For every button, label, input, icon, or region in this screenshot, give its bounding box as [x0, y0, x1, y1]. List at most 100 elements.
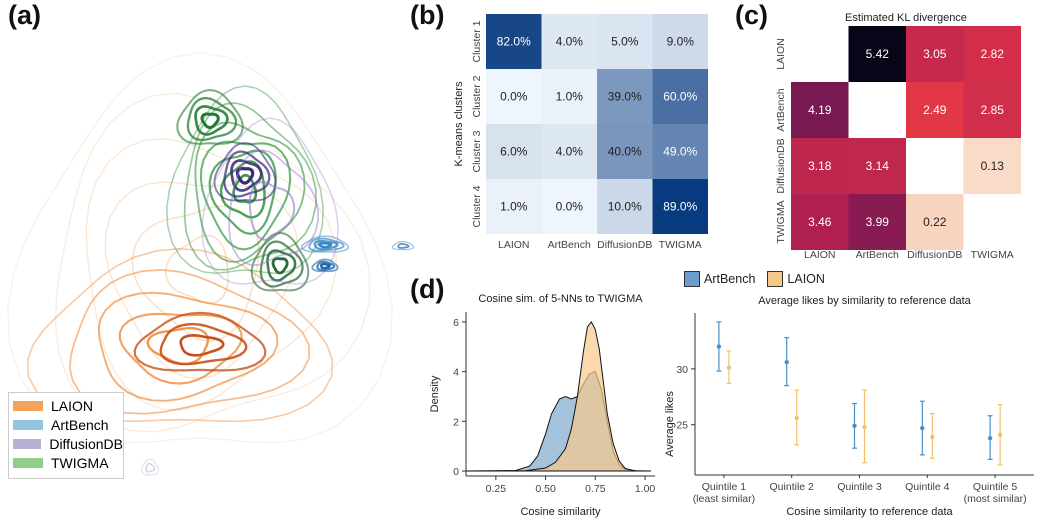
panel-a-contours — [7, 52, 415, 476]
heatmap-b-col-label: TWIGMA — [659, 239, 702, 251]
twigma-contour — [199, 140, 292, 251]
heatmap-b-cell-label: 5.0% — [611, 35, 639, 49]
legend-d: ArtBench LAION — [684, 271, 825, 287]
heatmap-c-row-label: TWIGMA — [775, 200, 787, 243]
artbench-contour — [319, 262, 331, 270]
heatmap-b-col-label: LAION — [498, 239, 530, 251]
heatmap-b-cell — [541, 69, 597, 124]
heatmap-b-cell — [486, 14, 542, 69]
density-ytick-label: 6 — [453, 317, 459, 329]
heatmap-c-cell-label: 3.99 — [866, 215, 890, 229]
legend-a-item: LAION — [13, 396, 123, 415]
legend-a-item: DiffusionDB — [13, 434, 123, 453]
twigma-contour — [186, 96, 238, 142]
heatmap-c-cell — [791, 82, 849, 138]
heatmap-c-cell-label: 0.22 — [923, 215, 947, 229]
heatmap-b-row-label: Cluster 4 — [471, 185, 483, 227]
panel-d-label: (d) — [410, 274, 445, 304]
heatmap-b-cell — [486, 69, 542, 124]
heatmap-c-col-label: ArtBench — [856, 249, 899, 261]
heatmap-c-cell — [848, 26, 906, 82]
heatmap-c-cell — [963, 138, 1021, 194]
legend-d-artbench-label: ArtBench — [704, 272, 756, 286]
heatmap-c-cell — [791, 194, 849, 250]
legend-a-item: ArtBench — [13, 415, 123, 434]
artbench-contour — [311, 258, 339, 273]
heatmap-c-cell-label: 5.42 — [866, 47, 890, 61]
diffusiondb-contour — [223, 150, 271, 198]
laion-contour — [26, 247, 334, 423]
heatmap-c-cell-label: 3.14 — [866, 159, 890, 173]
legend-a: LAION ArtBench DiffusionDB TWIGMA — [8, 392, 124, 479]
heatmap-b-cell-label: 49.0% — [663, 145, 697, 159]
heatmap-c-cell — [791, 138, 849, 194]
likes-point-laion — [794, 415, 799, 421]
diffusiondb-contour — [235, 166, 255, 185]
heatmap-b-ylabel: K-means clusters — [453, 81, 465, 166]
density-xtick-label: 1.00 — [635, 483, 656, 495]
laion-contour — [131, 205, 260, 342]
likes-plot: Average likes by similarity to reference… — [664, 295, 1034, 518]
heatmap-b-cell-label: 4.0% — [556, 145, 584, 159]
heatmap-c: Estimated KL divergence 5.42 3.05 2.82 4.19 2… — [775, 12, 1021, 261]
density-area-laion — [465, 320, 652, 472]
likes-ytick-label: 30 — [676, 364, 688, 376]
heatmap-b: 82.0% 4.0% 5.0% 9.0% 0.0% 1.0% 39.0% 60.0% 6.0% 4… — [453, 14, 708, 251]
heatmap-c-cell-label: 3.05 — [923, 47, 947, 61]
twigma-contour — [250, 231, 310, 292]
legend-a-label: DiffusionDB — [49, 435, 123, 452]
likes-xtick-label: Quintile 3 — [837, 481, 882, 493]
legend-a-label: TWIGMA — [51, 454, 109, 471]
heatmap-b-cell-label: 6.0% — [500, 145, 528, 159]
laion-contour — [179, 333, 225, 357]
heatmap-b-cell-label: 1.0% — [556, 90, 584, 104]
heatmap-b-cell — [486, 179, 542, 234]
likes-xtick-label: Quintile 4 — [905, 481, 950, 493]
diffusiondb-contour — [201, 117, 339, 285]
likes-title: Average likes by similarity to reference… — [758, 295, 971, 307]
likes-point-artbench — [784, 359, 789, 365]
diffusiondb-contour — [140, 458, 160, 476]
likes-xtick-label: Quintile 1 — [702, 481, 747, 493]
panel-b-label: (b) — [410, 0, 445, 30]
laion-contour — [69, 269, 310, 415]
heatmap-c-row-label: ArtBench — [775, 88, 787, 131]
heatmap-c-title: Estimated KL divergence — [845, 12, 967, 24]
heatmap-c-cell — [906, 194, 964, 250]
laion-contour — [146, 326, 210, 366]
twigma-contour — [194, 105, 229, 136]
laion-contour — [159, 322, 248, 366]
heatmap-b-cell — [597, 69, 653, 124]
heatmap-c-cell — [848, 194, 906, 250]
heatmap-b-row-label: Cluster 3 — [471, 130, 483, 172]
likes-point-laion — [862, 424, 867, 430]
likes-point-artbench — [716, 344, 722, 349]
density-title: Cosine sim. of 5-NNs to TWIGMA — [478, 293, 643, 305]
likes-point-laion — [997, 432, 1003, 437]
heatmap-b-row-label: Cluster 2 — [471, 75, 483, 117]
heatmap-b-cell — [541, 14, 597, 69]
density-ytick-label: 4 — [453, 367, 459, 379]
artbench-contour — [308, 237, 345, 252]
likes-point-laion — [930, 434, 935, 440]
density-xtick-label: 0.50 — [535, 483, 556, 495]
panel-a-label: (a) — [8, 0, 41, 30]
heatmap-c-row-label: LAION — [775, 38, 787, 70]
heatmap-b-cell-label: 60.0% — [663, 90, 697, 104]
artbench-contour — [397, 243, 410, 249]
heatmap-b-cell — [541, 124, 597, 179]
twigma-contour — [176, 88, 244, 145]
likes-point-artbench — [920, 425, 925, 431]
likes-xlabel: Cosine similarity to reference data — [786, 506, 953, 518]
panel-c-label: (c) — [735, 0, 768, 30]
heatmap-c-col-label: LAION — [804, 249, 836, 261]
density-ytick-label: 2 — [453, 416, 459, 428]
diffusiondb-contour — [145, 462, 156, 473]
likes-ytick-label: 25 — [676, 420, 688, 432]
artbench-contour — [317, 241, 333, 249]
heatmap-c-cell — [963, 26, 1021, 82]
legend-d-laion-label: LAION — [787, 272, 825, 286]
heatmap-b-cell-label: 0.0% — [556, 200, 584, 214]
legend-a-swatch — [13, 400, 43, 411]
